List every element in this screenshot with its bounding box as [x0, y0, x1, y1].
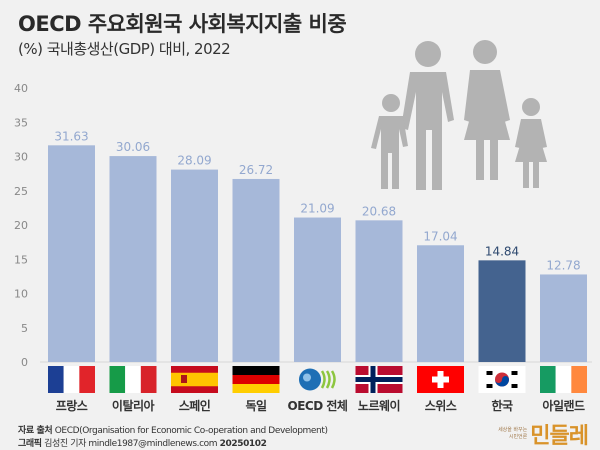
flag-part — [140, 366, 157, 393]
flag-part — [232, 375, 280, 384]
data-label: 17.04 — [423, 229, 457, 243]
bar — [478, 260, 526, 362]
y-tick-label: 15 — [14, 253, 28, 266]
flag-part — [486, 371, 493, 375]
flag-part — [432, 376, 449, 383]
bar — [48, 145, 95, 362]
flag-part — [355, 377, 403, 382]
source-text: OECD(Organisation for Economic Co-operat… — [54, 426, 328, 436]
flag-part — [232, 366, 280, 375]
flag-part — [48, 366, 64, 393]
y-tick-label: 5 — [21, 322, 28, 335]
credit-line: 그래픽 김성진 기자 mindle1987@mindlenews.com 202… — [18, 436, 267, 449]
flag-part — [571, 366, 587, 393]
date: 20250102 — [219, 439, 267, 449]
flag-part — [486, 384, 493, 388]
flag-part — [303, 373, 311, 382]
graphic-label: 그래픽 — [18, 439, 42, 449]
bar — [109, 156, 157, 362]
y-tick-label: 10 — [14, 288, 28, 301]
germany-flag-icon — [232, 366, 280, 393]
logo-tagline-1: 세상을 바꾸는 — [498, 427, 528, 433]
flag-part — [330, 370, 336, 389]
x-tick-label: 프랑스 — [56, 399, 88, 413]
data-label: 26.72 — [239, 163, 273, 177]
y-tick-label: 35 — [14, 116, 28, 129]
flag-part — [63, 366, 80, 393]
logo-wordmark: 민들레 — [530, 423, 589, 449]
norway-flag-icon — [355, 366, 403, 393]
data-label: 21.09 — [300, 202, 334, 216]
flag-part — [320, 370, 326, 389]
x-tick-label: 독일 — [245, 399, 267, 413]
bar — [232, 178, 280, 362]
graphic-credit: 김성진 기자 mindle1987@mindlenews.com — [44, 439, 218, 449]
y-tick-label: 0 — [21, 356, 28, 369]
flag-part — [511, 371, 518, 375]
data-label: 20.68 — [362, 204, 396, 218]
y-tick-label: 25 — [14, 185, 28, 198]
flag-part — [79, 366, 95, 393]
y-tick-label: 20 — [14, 219, 28, 232]
flag-part — [511, 384, 518, 388]
flag-part — [171, 372, 218, 387]
france-flag-icon — [48, 366, 95, 393]
data-label: 14.84 — [485, 244, 519, 258]
x-tick-label: 이탈리아 — [112, 398, 155, 413]
korea-flag-icon — [478, 366, 526, 393]
flag-part — [495, 376, 509, 387]
bar — [417, 245, 464, 362]
source-line: 자료 출처 OECD(Organisation for Economic Co-… — [18, 423, 328, 436]
flag-part — [109, 366, 126, 393]
x-tick-label: 스페인 — [179, 398, 211, 413]
flag-part — [555, 366, 572, 393]
page-title: OECD 주요회원국 사회복지지출 비중 — [18, 12, 347, 36]
mindle-logo: 세상을 바꾸는 시민언론 민들레 — [498, 418, 589, 450]
switzerland-flag-icon — [417, 366, 464, 393]
flag-part — [125, 366, 141, 393]
data-label: 31.63 — [54, 129, 88, 143]
flag-part — [540, 366, 556, 393]
x-tick-label: OECD 전체 — [288, 398, 348, 413]
bar — [294, 217, 341, 362]
spain-flag-icon — [171, 366, 218, 393]
x-tick-label: 아일랜드 — [542, 398, 585, 413]
family-icon — [371, 40, 547, 190]
bar — [171, 169, 218, 362]
y-tick-label: 40 — [14, 82, 28, 95]
italy-flag-icon — [109, 366, 157, 393]
flag-part — [232, 384, 280, 393]
page-subtitle: (%) 국내총생산(GDP) 대비, 2022 — [18, 40, 231, 58]
oecd-logo-icon — [299, 368, 336, 391]
ireland-flag-icon — [540, 366, 587, 393]
source-label: 자료 출처 — [18, 426, 53, 436]
bar — [355, 220, 403, 362]
data-label: 12.78 — [546, 258, 580, 272]
x-tick-label: 한국 — [491, 398, 513, 413]
flag-part — [325, 370, 331, 389]
logo-tagline: 세상을 바꾸는 시민언론 — [498, 427, 527, 441]
data-label: 28.09 — [177, 154, 211, 168]
x-tick-label: 스위스 — [425, 399, 457, 413]
logo-tagline-2: 시민언론 — [508, 434, 528, 440]
x-tick-label: 노르웨이 — [358, 398, 400, 413]
y-tick-label: 30 — [14, 151, 28, 164]
flag-part — [181, 375, 187, 383]
bar — [540, 274, 587, 362]
data-label: 30.06 — [116, 140, 150, 154]
